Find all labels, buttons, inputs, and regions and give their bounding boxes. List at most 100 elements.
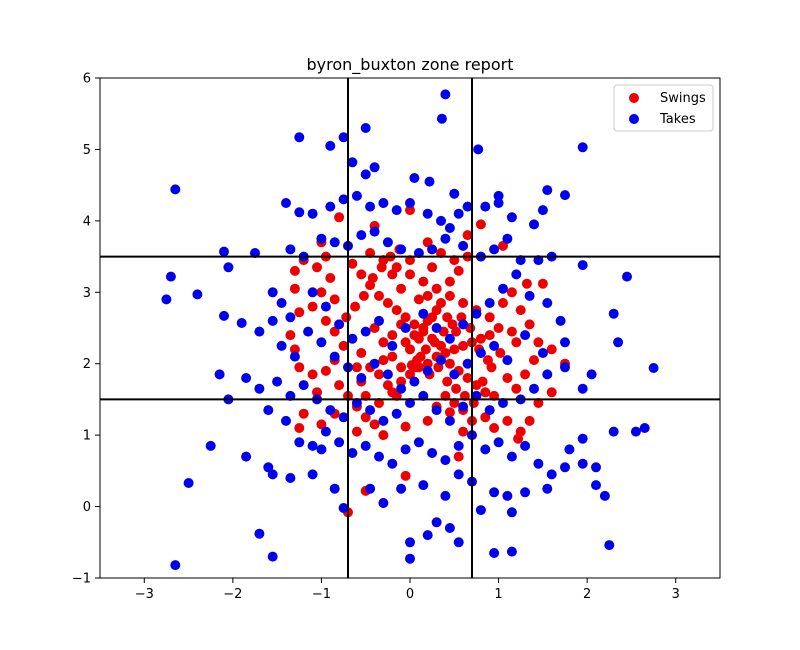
take-point <box>453 440 464 451</box>
swing-point <box>489 390 500 401</box>
take-point <box>294 437 305 448</box>
take-point <box>440 490 451 501</box>
swing-point <box>316 419 327 430</box>
swing-point <box>480 387 491 398</box>
take-point <box>396 383 407 394</box>
take-point <box>267 287 278 298</box>
swing-point <box>427 262 438 273</box>
take-point <box>418 308 429 319</box>
take-point <box>338 412 349 423</box>
swing-point <box>480 412 491 423</box>
take-point <box>577 458 588 469</box>
take-point <box>272 376 283 387</box>
swing-point <box>374 290 384 301</box>
take-point <box>378 415 389 426</box>
take-point <box>502 355 513 366</box>
take-point <box>250 248 260 258</box>
swing-point <box>412 355 423 366</box>
swing-point <box>400 312 411 323</box>
take-point <box>356 373 367 383</box>
take-point <box>542 369 553 380</box>
take-point <box>560 337 570 348</box>
take-point <box>591 480 601 491</box>
swing-point <box>316 287 327 298</box>
take-point <box>347 157 358 168</box>
legend-takes-label: Takes <box>659 112 696 127</box>
swing-point <box>298 408 309 419</box>
swing-point <box>350 301 361 312</box>
take-point <box>498 283 508 294</box>
swing-point <box>409 319 420 330</box>
swing-point <box>334 212 345 223</box>
swing-point <box>451 383 462 394</box>
take-point <box>170 184 181 195</box>
take-point <box>334 437 345 448</box>
take-point <box>520 440 531 451</box>
take-point <box>542 298 553 308</box>
take-point <box>320 301 331 312</box>
take-point <box>489 340 500 351</box>
swing-point <box>442 312 453 323</box>
take-point <box>524 290 535 301</box>
take-point <box>294 132 305 143</box>
swing-point <box>475 333 486 344</box>
swing-point <box>334 380 345 391</box>
take-point <box>427 448 438 458</box>
swing-point <box>546 344 557 355</box>
swing-point <box>420 344 431 355</box>
swing-point <box>502 415 513 426</box>
swing-point <box>484 330 495 341</box>
swing-point <box>347 258 358 269</box>
take-point <box>329 237 340 248</box>
x-tick-label: −2 <box>223 587 242 602</box>
take-point <box>360 123 371 133</box>
take-point <box>424 176 435 187</box>
swing-point <box>356 269 367 280</box>
swing-point <box>431 283 442 294</box>
swing-point <box>436 298 446 308</box>
take-point <box>462 201 473 212</box>
swing-point <box>413 294 424 305</box>
take-point <box>529 383 539 394</box>
x-tick-label: 1 <box>494 587 502 602</box>
take-point <box>307 440 318 451</box>
swing-point <box>365 248 376 258</box>
take-point <box>276 340 287 351</box>
take-point <box>422 208 433 219</box>
x-tick-label: 3 <box>672 587 680 602</box>
take-point <box>170 560 181 571</box>
swing-point <box>546 387 557 398</box>
take-point <box>378 498 389 508</box>
take-point <box>560 190 570 201</box>
x-tick-label: −3 <box>135 587 154 602</box>
take-point <box>480 201 491 212</box>
swing-point <box>521 278 532 289</box>
take-point <box>449 188 460 199</box>
y-tick-label: 5 <box>83 143 91 158</box>
take-point <box>613 337 624 348</box>
swing-point <box>341 312 352 323</box>
swing-point <box>524 415 535 426</box>
take-point <box>369 226 380 237</box>
swing-point <box>289 265 300 276</box>
swing-point <box>374 369 384 380</box>
take-point <box>506 451 517 462</box>
take-point <box>506 546 517 557</box>
take-point <box>546 469 557 480</box>
swing-point <box>533 337 544 348</box>
swing-point <box>351 362 362 373</box>
take-point <box>462 358 473 369</box>
take-point <box>560 462 570 473</box>
swing-point <box>396 362 407 373</box>
swing-point <box>477 376 488 387</box>
take-point <box>533 255 544 266</box>
take-point <box>591 462 601 473</box>
x-tick-label: −1 <box>312 587 331 602</box>
take-point <box>241 451 252 462</box>
swing-point <box>329 294 340 305</box>
take-point <box>254 528 265 539</box>
swing-point <box>493 323 504 333</box>
take-point <box>267 469 278 480</box>
swing-point <box>358 290 369 301</box>
take-point <box>444 523 455 533</box>
